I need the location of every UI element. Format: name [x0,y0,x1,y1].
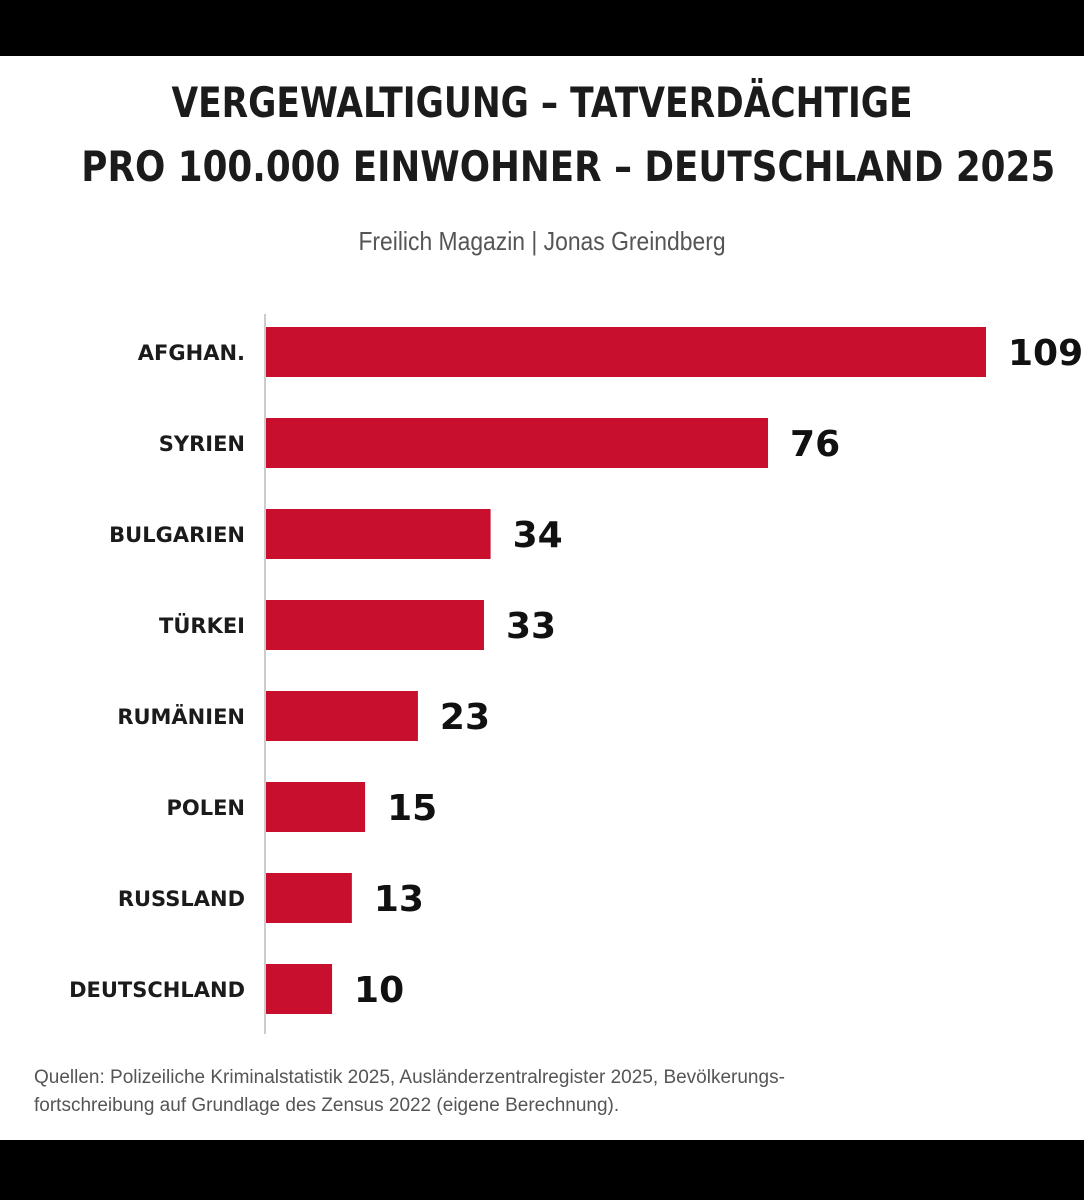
value-label-turkei: 33 [506,606,556,647]
bar-deutschland [266,964,333,1014]
category-label-polen: POLEN [166,796,245,820]
bars-group: AFGHAN. 109 SYRIEN 76 BULGARIEN 34 TÜRKEI 33 RUM… [69,327,1083,1014]
bar-syrien [266,418,769,468]
value-label-deutschland: 10 [354,970,404,1011]
bar-bulgarien [266,509,491,559]
bar-rumanien [266,691,418,741]
value-label-rumanien: 23 [440,697,490,738]
source-note: Quellen: Polizeiliche Kriminalstatistik … [34,1067,785,1116]
chart-subtitle: Freilich Magazin | Jonas Greindberg [358,226,726,256]
value-label-polen: 15 [387,788,437,829]
bar-polen [266,782,366,832]
value-label-bulgarien: 34 [513,515,563,556]
bar-russland [266,873,352,923]
bar-afghan [266,327,986,377]
category-label-rumanien: RUMÄNIEN [117,704,245,729]
category-label-russland: RUSSLAND [118,887,245,911]
chart-title-line-1: VERGEWALTIGUNG – TATVERDÄCHTIGE [171,78,913,127]
chart-panel: VERGEWALTIGUNG – TATVERDÄCHTIGE PRO 100.… [0,56,1084,1140]
value-label-russland: 13 [374,879,424,920]
bar-turkei [266,600,484,650]
category-label-turkei: TÜRKEI [159,613,245,638]
category-label-afghan: AFGHAN. [138,341,245,365]
category-label-bulgarien: BULGARIEN [109,523,245,547]
value-label-afghan: 109 [1008,333,1083,374]
category-label-deutschland: DEUTSCHLAND [69,978,245,1002]
value-label-syrien: 76 [790,424,840,465]
bar-chart: AFGHAN. 109 SYRIEN 76 BULGARIEN 34 TÜRKEI 33 RUM… [69,314,1083,1034]
category-label-syrien: SYRIEN [159,432,245,456]
chart-title-line-2: PRO 100.000 EINWOHNER – DEUTSCHLAND 2025 [81,142,1056,191]
